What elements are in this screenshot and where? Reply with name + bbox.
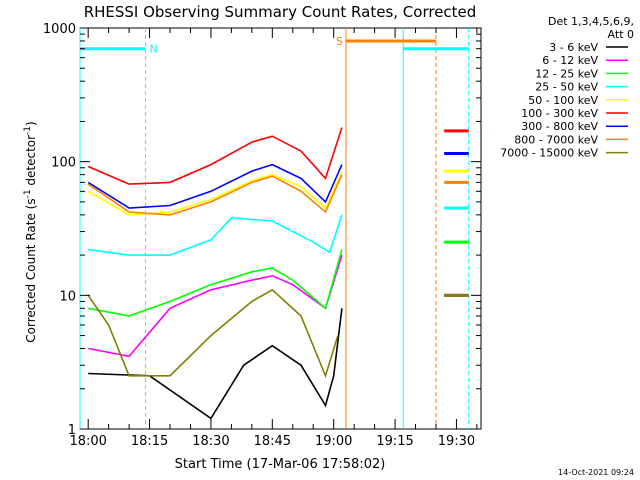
x-tick-label: 18:00 xyxy=(69,434,106,449)
legend-entry-label: 7000 - 15000 keV xyxy=(500,147,598,160)
legend-entry-label: 50 - 100 keV xyxy=(528,94,598,107)
series-line xyxy=(87,127,343,185)
y-tick-label: 1000 xyxy=(43,22,76,37)
x-tick-label: 18:15 xyxy=(131,434,168,449)
x-tick-label: 18:45 xyxy=(254,434,291,449)
annotation-label: N xyxy=(149,43,157,56)
vertical-markers xyxy=(79,28,470,429)
legend-entry-label: 12 - 25 keV xyxy=(535,67,598,80)
series-line xyxy=(87,288,339,379)
series-line xyxy=(88,254,343,358)
legend-entry-label: 6 - 12 keV xyxy=(542,54,598,67)
legend-header-line-1: Det 1,3,4,5,6,9, xyxy=(548,15,634,28)
series-line xyxy=(87,174,343,216)
series-line xyxy=(87,163,343,209)
legend-entry-label: 300 - 800 keV xyxy=(521,120,598,133)
series-lines xyxy=(87,127,469,420)
series-line xyxy=(88,249,343,317)
x-axis-label: Start Time (17-Mar-06 17:58:02) xyxy=(175,457,386,472)
x-tick-label: 19:00 xyxy=(315,434,352,449)
legend-header-line-2: Att 0 xyxy=(608,28,634,41)
y-axis-label-exp-1: -1 xyxy=(23,189,33,198)
legend-entry-label: 3 - 6 keV xyxy=(549,41,598,54)
chart-title: RHESSI Observing Summary Count Rates, Co… xyxy=(84,3,477,21)
y-tick-label: 100 xyxy=(51,156,76,171)
y-axis-label: Corrected Count Rate (s-1 detector-1) xyxy=(23,121,38,342)
series-line xyxy=(88,214,343,256)
y-axis-label-exp-2: -1 xyxy=(23,126,33,135)
y-tick-label: 10 xyxy=(59,289,76,304)
legend-entry-label: 800 - 7000 keV xyxy=(514,133,598,146)
annotation-bars: NS xyxy=(80,35,469,56)
legend-entry-label: 25 - 50 keV xyxy=(535,81,598,94)
x-tick-label: 19:15 xyxy=(376,434,413,449)
x-tick-label: 18:30 xyxy=(192,434,229,449)
y-axis-label-main: Corrected Count Rate (s xyxy=(24,198,38,342)
x-axis-ticks: 18:00 18:15 18:30 18:45 19:00 19:15 19:30 xyxy=(69,28,478,449)
series-line xyxy=(88,308,343,420)
y-axis-label-mid: detector xyxy=(24,135,38,190)
annotation-label: S xyxy=(336,35,343,48)
series-line xyxy=(87,170,343,216)
y-axis-ticks: 1 10 100 1000 xyxy=(43,22,481,438)
y-tick-label: 1 xyxy=(68,423,76,438)
legend-entry-label: 100 - 300 keV xyxy=(521,107,598,120)
y-axis-label-end: ) xyxy=(24,121,38,126)
x-tick-label: 19:30 xyxy=(438,434,475,449)
generated-timestamp: 14-Oct-2021 09:24 xyxy=(558,468,634,477)
